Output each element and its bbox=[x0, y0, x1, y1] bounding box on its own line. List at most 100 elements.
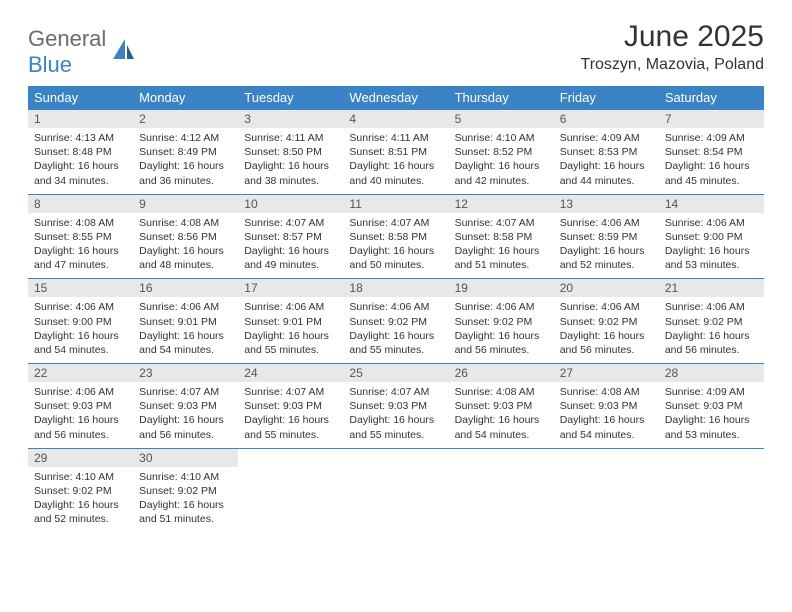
day-number: 13 bbox=[554, 194, 659, 213]
weekday-header: Wednesday bbox=[343, 86, 448, 109]
sunrise-line: Sunrise: 4:06 AM bbox=[139, 300, 232, 314]
sunrise-label: Sunrise: bbox=[244, 217, 285, 229]
daylight-label: Daylight: bbox=[244, 160, 288, 172]
sunset-value: 9:03 PM bbox=[598, 400, 637, 412]
sunrise-value: 4:12 AM bbox=[181, 132, 220, 144]
sunset-value: 8:58 PM bbox=[388, 231, 427, 243]
sunset-line: Sunset: 9:02 PM bbox=[665, 315, 758, 329]
day-body: Sunrise: 4:09 AMSunset: 9:03 PMDaylight:… bbox=[659, 382, 764, 448]
sunset-line: Sunset: 9:02 PM bbox=[34, 484, 127, 498]
calendar-cell bbox=[238, 448, 343, 533]
sunset-value: 9:01 PM bbox=[283, 316, 322, 328]
calendar-cell: 29Sunrise: 4:10 AMSunset: 9:02 PMDayligh… bbox=[28, 448, 133, 533]
day-number: 11 bbox=[343, 194, 448, 213]
day-body: Sunrise: 4:07 AMSunset: 8:58 PMDaylight:… bbox=[449, 213, 554, 279]
sunset-value: 8:58 PM bbox=[493, 231, 532, 243]
sunrise-label: Sunrise: bbox=[34, 217, 75, 229]
calendar-cell: 2Sunrise: 4:12 AMSunset: 8:49 PMDaylight… bbox=[133, 109, 238, 194]
sunset-value: 8:48 PM bbox=[73, 146, 112, 158]
logo: General Blue bbox=[28, 26, 136, 78]
daylight-label: Daylight: bbox=[560, 245, 604, 257]
daylight-label: Daylight: bbox=[34, 414, 78, 426]
sunset-value: 9:03 PM bbox=[73, 400, 112, 412]
sunset-line: Sunset: 8:58 PM bbox=[455, 230, 548, 244]
sunrise-line: Sunrise: 4:07 AM bbox=[139, 385, 232, 399]
sunrise-line: Sunrise: 4:06 AM bbox=[349, 300, 442, 314]
daylight-line: Daylight: 16 hours and 38 minutes. bbox=[244, 159, 337, 187]
day-body: Sunrise: 4:06 AMSunset: 9:02 PMDaylight:… bbox=[554, 297, 659, 363]
sunset-value: 9:02 PM bbox=[493, 316, 532, 328]
sunset-line: Sunset: 9:03 PM bbox=[665, 399, 758, 413]
sunset-label: Sunset: bbox=[139, 400, 178, 412]
sunrise-label: Sunrise: bbox=[349, 132, 390, 144]
sunrise-value: 4:06 AM bbox=[601, 301, 640, 313]
sunrise-line: Sunrise: 4:08 AM bbox=[139, 216, 232, 230]
sunset-line: Sunset: 8:50 PM bbox=[244, 145, 337, 159]
sunset-label: Sunset: bbox=[560, 146, 599, 158]
weekday-header: Saturday bbox=[659, 86, 764, 109]
daylight-line: Daylight: 16 hours and 49 minutes. bbox=[244, 244, 337, 272]
day-body: Sunrise: 4:07 AMSunset: 8:57 PMDaylight:… bbox=[238, 213, 343, 279]
day-body: Sunrise: 4:10 AMSunset: 9:02 PMDaylight:… bbox=[28, 467, 133, 533]
daylight-line: Daylight: 16 hours and 56 minutes. bbox=[665, 329, 758, 357]
day-body: Sunrise: 4:08 AMSunset: 9:03 PMDaylight:… bbox=[554, 382, 659, 448]
sunset-line: Sunset: 9:03 PM bbox=[34, 399, 127, 413]
day-number: 8 bbox=[28, 194, 133, 213]
sunrise-label: Sunrise: bbox=[455, 132, 496, 144]
day-body: Sunrise: 4:06 AMSunset: 9:00 PMDaylight:… bbox=[659, 213, 764, 279]
day-body: Sunrise: 4:06 AMSunset: 9:02 PMDaylight:… bbox=[659, 297, 764, 363]
sunset-label: Sunset: bbox=[139, 485, 178, 497]
sunrise-line: Sunrise: 4:06 AM bbox=[665, 300, 758, 314]
sunset-value: 8:49 PM bbox=[178, 146, 217, 158]
sunset-label: Sunset: bbox=[349, 400, 388, 412]
daylight-line: Daylight: 16 hours and 51 minutes. bbox=[455, 244, 548, 272]
day-number: 29 bbox=[28, 448, 133, 467]
sunrise-line: Sunrise: 4:07 AM bbox=[349, 385, 442, 399]
sunset-label: Sunset: bbox=[560, 316, 599, 328]
sunrise-value: 4:06 AM bbox=[181, 301, 220, 313]
sunset-value: 9:03 PM bbox=[283, 400, 322, 412]
daylight-label: Daylight: bbox=[560, 330, 604, 342]
day-body: Sunrise: 4:11 AMSunset: 8:50 PMDaylight:… bbox=[238, 128, 343, 194]
sunrise-line: Sunrise: 4:13 AM bbox=[34, 131, 127, 145]
daylight-label: Daylight: bbox=[244, 414, 288, 426]
calendar-cell: 9Sunrise: 4:08 AMSunset: 8:56 PMDaylight… bbox=[133, 194, 238, 279]
day-number: 7 bbox=[659, 109, 764, 128]
title-block: June 2025 Troszyn, Mazovia, Poland bbox=[581, 20, 764, 74]
daylight-label: Daylight: bbox=[349, 160, 393, 172]
day-body: Sunrise: 4:08 AMSunset: 8:56 PMDaylight:… bbox=[133, 213, 238, 279]
day-number: 9 bbox=[133, 194, 238, 213]
sunrise-value: 4:11 AM bbox=[286, 132, 324, 144]
sunrise-value: 4:09 AM bbox=[706, 386, 745, 398]
daylight-label: Daylight: bbox=[139, 245, 183, 257]
daylight-label: Daylight: bbox=[34, 160, 78, 172]
calendar-cell: 6Sunrise: 4:09 AMSunset: 8:53 PMDaylight… bbox=[554, 109, 659, 194]
sunset-line: Sunset: 9:02 PM bbox=[455, 315, 548, 329]
daylight-label: Daylight: bbox=[665, 245, 709, 257]
sunrise-value: 4:06 AM bbox=[601, 217, 640, 229]
daylight-line: Daylight: 16 hours and 52 minutes. bbox=[34, 498, 127, 526]
sunset-value: 8:51 PM bbox=[388, 146, 427, 158]
day-number: 18 bbox=[343, 278, 448, 297]
calendar-week-row: 15Sunrise: 4:06 AMSunset: 9:00 PMDayligh… bbox=[28, 278, 764, 363]
sunrise-value: 4:08 AM bbox=[601, 386, 640, 398]
calendar-cell: 11Sunrise: 4:07 AMSunset: 8:58 PMDayligh… bbox=[343, 194, 448, 279]
day-body: Sunrise: 4:10 AMSunset: 9:02 PMDaylight:… bbox=[133, 467, 238, 533]
daylight-line: Daylight: 16 hours and 36 minutes. bbox=[139, 159, 232, 187]
sunrise-line: Sunrise: 4:10 AM bbox=[139, 470, 232, 484]
sunrise-line: Sunrise: 4:06 AM bbox=[244, 300, 337, 314]
sunset-label: Sunset: bbox=[665, 316, 704, 328]
sunset-label: Sunset: bbox=[139, 316, 178, 328]
sunrise-label: Sunrise: bbox=[349, 217, 390, 229]
calendar-week-row: 8Sunrise: 4:08 AMSunset: 8:55 PMDaylight… bbox=[28, 194, 764, 279]
day-number: 30 bbox=[133, 448, 238, 467]
sunset-line: Sunset: 8:48 PM bbox=[34, 145, 127, 159]
sunset-line: Sunset: 8:57 PM bbox=[244, 230, 337, 244]
sunset-label: Sunset: bbox=[34, 316, 73, 328]
sunset-line: Sunset: 9:02 PM bbox=[560, 315, 653, 329]
day-number: 14 bbox=[659, 194, 764, 213]
day-body: Sunrise: 4:11 AMSunset: 8:51 PMDaylight:… bbox=[343, 128, 448, 194]
sunrise-label: Sunrise: bbox=[34, 301, 75, 313]
calendar-cell: 15Sunrise: 4:06 AMSunset: 9:00 PMDayligh… bbox=[28, 278, 133, 363]
sunrise-value: 4:13 AM bbox=[75, 132, 114, 144]
